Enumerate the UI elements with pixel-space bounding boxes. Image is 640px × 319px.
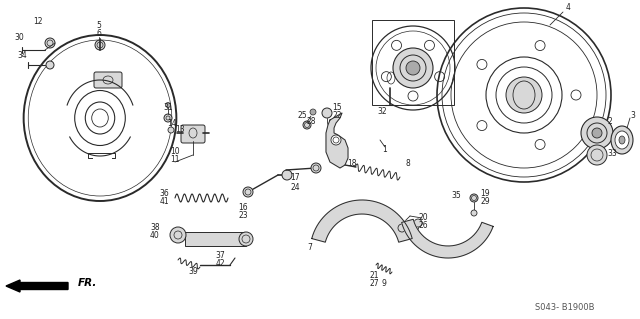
Circle shape xyxy=(95,40,105,50)
Polygon shape xyxy=(326,113,348,168)
Ellipse shape xyxy=(619,136,625,144)
Text: 20: 20 xyxy=(418,213,428,222)
Polygon shape xyxy=(402,219,493,258)
Text: 33: 33 xyxy=(607,149,617,158)
Text: 2: 2 xyxy=(607,117,612,127)
Circle shape xyxy=(587,145,607,165)
Circle shape xyxy=(470,194,478,202)
Circle shape xyxy=(303,121,311,129)
Circle shape xyxy=(168,127,174,133)
FancyBboxPatch shape xyxy=(94,72,122,88)
Text: 30: 30 xyxy=(14,33,24,42)
Text: 23: 23 xyxy=(238,211,248,219)
Circle shape xyxy=(398,224,406,232)
Circle shape xyxy=(322,108,332,118)
Text: 9: 9 xyxy=(381,278,387,287)
Text: 1: 1 xyxy=(383,145,387,154)
Text: 13: 13 xyxy=(175,125,185,135)
Text: S043- B1900B: S043- B1900B xyxy=(535,303,595,313)
Text: 37: 37 xyxy=(215,250,225,259)
Text: 35: 35 xyxy=(451,190,461,199)
Polygon shape xyxy=(312,200,412,242)
Text: 12: 12 xyxy=(33,18,43,26)
Text: 6: 6 xyxy=(97,28,101,38)
Ellipse shape xyxy=(611,126,633,154)
Circle shape xyxy=(310,109,316,115)
Text: 40: 40 xyxy=(150,232,160,241)
Text: 36: 36 xyxy=(159,189,169,197)
Text: 8: 8 xyxy=(406,159,410,167)
Text: 17: 17 xyxy=(290,174,300,182)
Text: 4: 4 xyxy=(566,4,570,12)
Circle shape xyxy=(46,61,54,69)
Text: 7: 7 xyxy=(308,243,312,253)
Circle shape xyxy=(170,227,186,243)
FancyArrow shape xyxy=(6,280,68,292)
Text: 19: 19 xyxy=(480,189,490,198)
Circle shape xyxy=(239,232,253,246)
Text: 42: 42 xyxy=(215,258,225,268)
Text: 3: 3 xyxy=(630,110,636,120)
Circle shape xyxy=(45,38,55,48)
Circle shape xyxy=(166,102,170,108)
Text: 26: 26 xyxy=(418,221,428,231)
Circle shape xyxy=(581,117,613,149)
FancyBboxPatch shape xyxy=(181,125,205,143)
Text: 11: 11 xyxy=(170,155,180,165)
Circle shape xyxy=(406,61,420,75)
Text: 38: 38 xyxy=(150,224,160,233)
Text: FR.: FR. xyxy=(78,278,97,288)
Circle shape xyxy=(592,128,602,138)
Circle shape xyxy=(311,163,321,173)
Text: 28: 28 xyxy=(307,117,316,127)
Circle shape xyxy=(282,170,292,180)
Circle shape xyxy=(164,114,172,122)
Text: 15: 15 xyxy=(332,103,342,113)
Circle shape xyxy=(414,219,422,227)
Text: 29: 29 xyxy=(480,197,490,206)
Text: 27: 27 xyxy=(369,278,379,287)
Text: 18: 18 xyxy=(348,159,356,167)
Ellipse shape xyxy=(615,131,629,149)
Text: 25: 25 xyxy=(297,110,307,120)
Text: 39: 39 xyxy=(188,268,198,277)
Text: 14: 14 xyxy=(167,118,177,128)
Circle shape xyxy=(331,135,341,145)
Text: 41: 41 xyxy=(159,197,169,205)
Circle shape xyxy=(243,187,253,197)
FancyBboxPatch shape xyxy=(184,232,246,246)
Text: 22: 22 xyxy=(332,112,342,121)
Text: 31: 31 xyxy=(163,103,173,113)
Text: 24: 24 xyxy=(290,182,300,191)
Circle shape xyxy=(393,48,433,88)
Circle shape xyxy=(506,77,542,113)
Text: 34: 34 xyxy=(17,50,27,60)
Text: 32: 32 xyxy=(377,108,387,116)
Text: 5: 5 xyxy=(97,20,101,29)
Text: 16: 16 xyxy=(238,203,248,211)
Text: 10: 10 xyxy=(170,147,180,157)
Bar xyxy=(372,20,454,105)
Circle shape xyxy=(471,210,477,216)
Text: 21: 21 xyxy=(369,271,379,280)
